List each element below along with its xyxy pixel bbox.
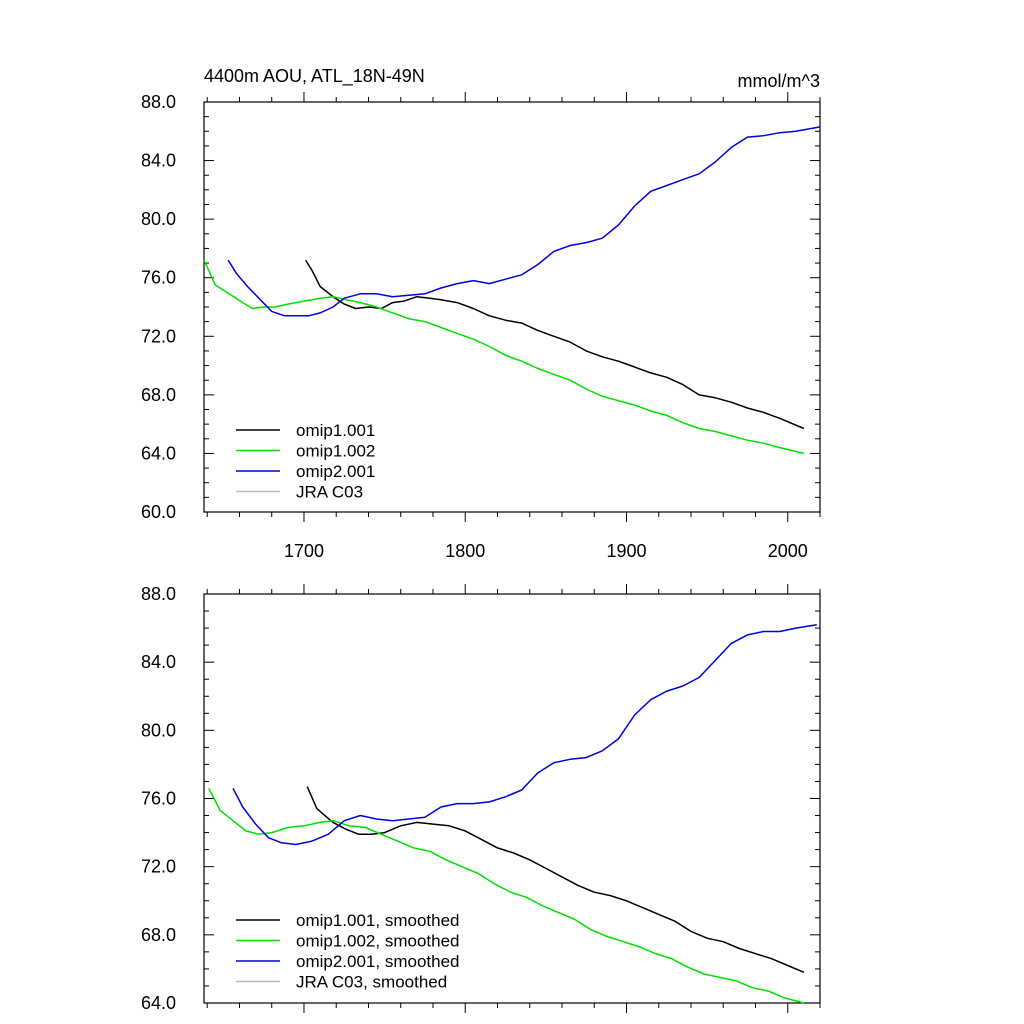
panel2-ytick-label: 84.0 bbox=[141, 652, 176, 672]
panel1-series-line-3 bbox=[227, 126, 821, 317]
panel2-ytick-label: 64.0 bbox=[141, 993, 176, 1013]
panel2-series-line-3 bbox=[232, 623, 817, 846]
panel1-xtick-label: 2000 bbox=[768, 541, 808, 561]
panel1-ytick-label: 68.0 bbox=[141, 385, 176, 405]
panel1-title: 4400m AOU, ATL_18N-49N bbox=[204, 66, 425, 87]
panel1-ytick-label: 88.0 bbox=[141, 92, 176, 112]
panel2-ytick-label: 68.0 bbox=[141, 925, 176, 945]
panel1-ytick-label: 84.0 bbox=[141, 151, 176, 171]
panel1-ytick-label: 64.0 bbox=[141, 443, 176, 463]
panel1-units: mmol/m^3 bbox=[738, 71, 820, 91]
panel2-ytick-label: 80.0 bbox=[141, 720, 176, 740]
panel1-legend-label: omip1.002 bbox=[296, 442, 375, 461]
panel2-plot: 64.0 68.0 72.0 76.0 80.0 84.0 88.0 omip1.001, s… bbox=[141, 584, 821, 1013]
panel1-xtick-label: 1800 bbox=[445, 541, 485, 561]
panel2-legend-label: JRA C03, smoothed bbox=[296, 973, 447, 992]
panel1-plot: 60.0 64.0 68.0 72.0 76.0 80.0 84.0 88.0 1700 1800… bbox=[141, 92, 821, 561]
panel2-ytick-label: 88.0 bbox=[141, 584, 176, 604]
panel2-legend-label: omip1.002, smoothed bbox=[296, 932, 460, 951]
panel2-ytick-label: 72.0 bbox=[141, 857, 176, 877]
panel1-ytick-label: 76.0 bbox=[141, 268, 176, 288]
panel2-series-line-1 bbox=[306, 786, 805, 973]
panel1-ytick-label: 80.0 bbox=[141, 209, 176, 229]
panel2-legend-label: omip1.001, smoothed bbox=[296, 911, 460, 930]
panel1-legend-label: omip2.001 bbox=[296, 462, 375, 481]
panel1-legend-label: omip1.001 bbox=[296, 421, 375, 440]
panel1-xtick-label: 1900 bbox=[606, 541, 646, 561]
panel1-legend-label: JRA C03 bbox=[296, 483, 363, 502]
panel1-ytick-label: 60.0 bbox=[141, 502, 176, 522]
panel2-series-line-2 bbox=[208, 787, 805, 1004]
panel2-legend-label: omip2.001, smoothed bbox=[296, 952, 460, 971]
panel1-ytick-label: 72.0 bbox=[141, 326, 176, 346]
panel1-series-line-1 bbox=[304, 259, 805, 430]
panel2-ytick-label: 76.0 bbox=[141, 789, 176, 809]
panel1-series-line-2 bbox=[203, 259, 805, 455]
panel1-xtick-label: 1700 bbox=[284, 541, 324, 561]
